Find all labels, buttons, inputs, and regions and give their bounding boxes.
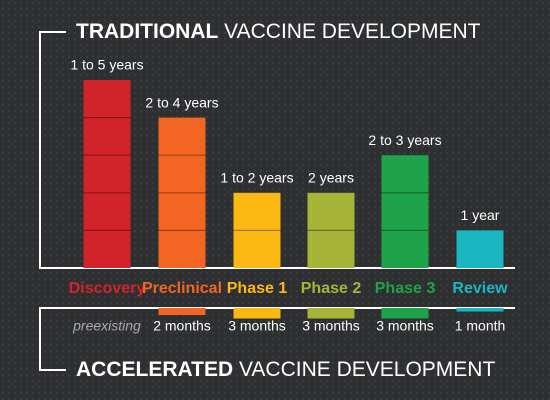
subtitle-emphasis: ACCELERATED bbox=[76, 358, 233, 381]
value-label: 1 month bbox=[455, 318, 506, 334]
accelerated-bar bbox=[307, 308, 355, 319]
value-label: 2 years bbox=[308, 170, 354, 186]
x-tick-label: Phase 2 bbox=[301, 280, 362, 297]
x-tick-label: Review bbox=[452, 280, 508, 297]
bar bbox=[456, 230, 504, 268]
chart-title: TRADITIONAL VACCINE DEVELOPMENT bbox=[76, 20, 481, 43]
value-label: 1 to 5 years bbox=[70, 57, 143, 73]
title-text: VACCINE DEVELOPMENT bbox=[224, 20, 480, 43]
accelerated-bar bbox=[456, 308, 504, 312]
bar bbox=[158, 117, 206, 268]
value-label: 2 to 3 years bbox=[368, 132, 441, 148]
x-tick-label: Discovery bbox=[69, 280, 146, 297]
accelerated-bar bbox=[233, 308, 281, 319]
value-label: 2 months bbox=[153, 318, 211, 334]
value-label: 1 to 2 years bbox=[220, 170, 293, 186]
bar bbox=[233, 192, 281, 268]
subtitle-text: VACCINE DEVELOPMENT bbox=[239, 358, 495, 381]
x-tick-label: Phase 1 bbox=[227, 280, 288, 297]
bar bbox=[83, 80, 131, 268]
x-tick-label: Preclinical bbox=[142, 280, 222, 297]
value-label: 3 months bbox=[376, 318, 434, 334]
accelerated-bar bbox=[381, 308, 429, 319]
bar bbox=[307, 192, 355, 268]
chart-subtitle: ACCELERATED VACCINE DEVELOPMENT bbox=[76, 358, 495, 381]
title-emphasis: TRADITIONAL bbox=[76, 20, 218, 43]
value-label: 2 to 4 years bbox=[145, 94, 218, 110]
value-label: 3 months bbox=[228, 318, 286, 334]
value-label: 3 months bbox=[302, 318, 360, 334]
note-label: preexisting bbox=[72, 318, 141, 334]
accelerated-bar bbox=[158, 308, 206, 315]
x-tick-label: Phase 3 bbox=[375, 280, 436, 297]
bar bbox=[381, 155, 429, 268]
value-label: 1 year bbox=[461, 207, 500, 223]
